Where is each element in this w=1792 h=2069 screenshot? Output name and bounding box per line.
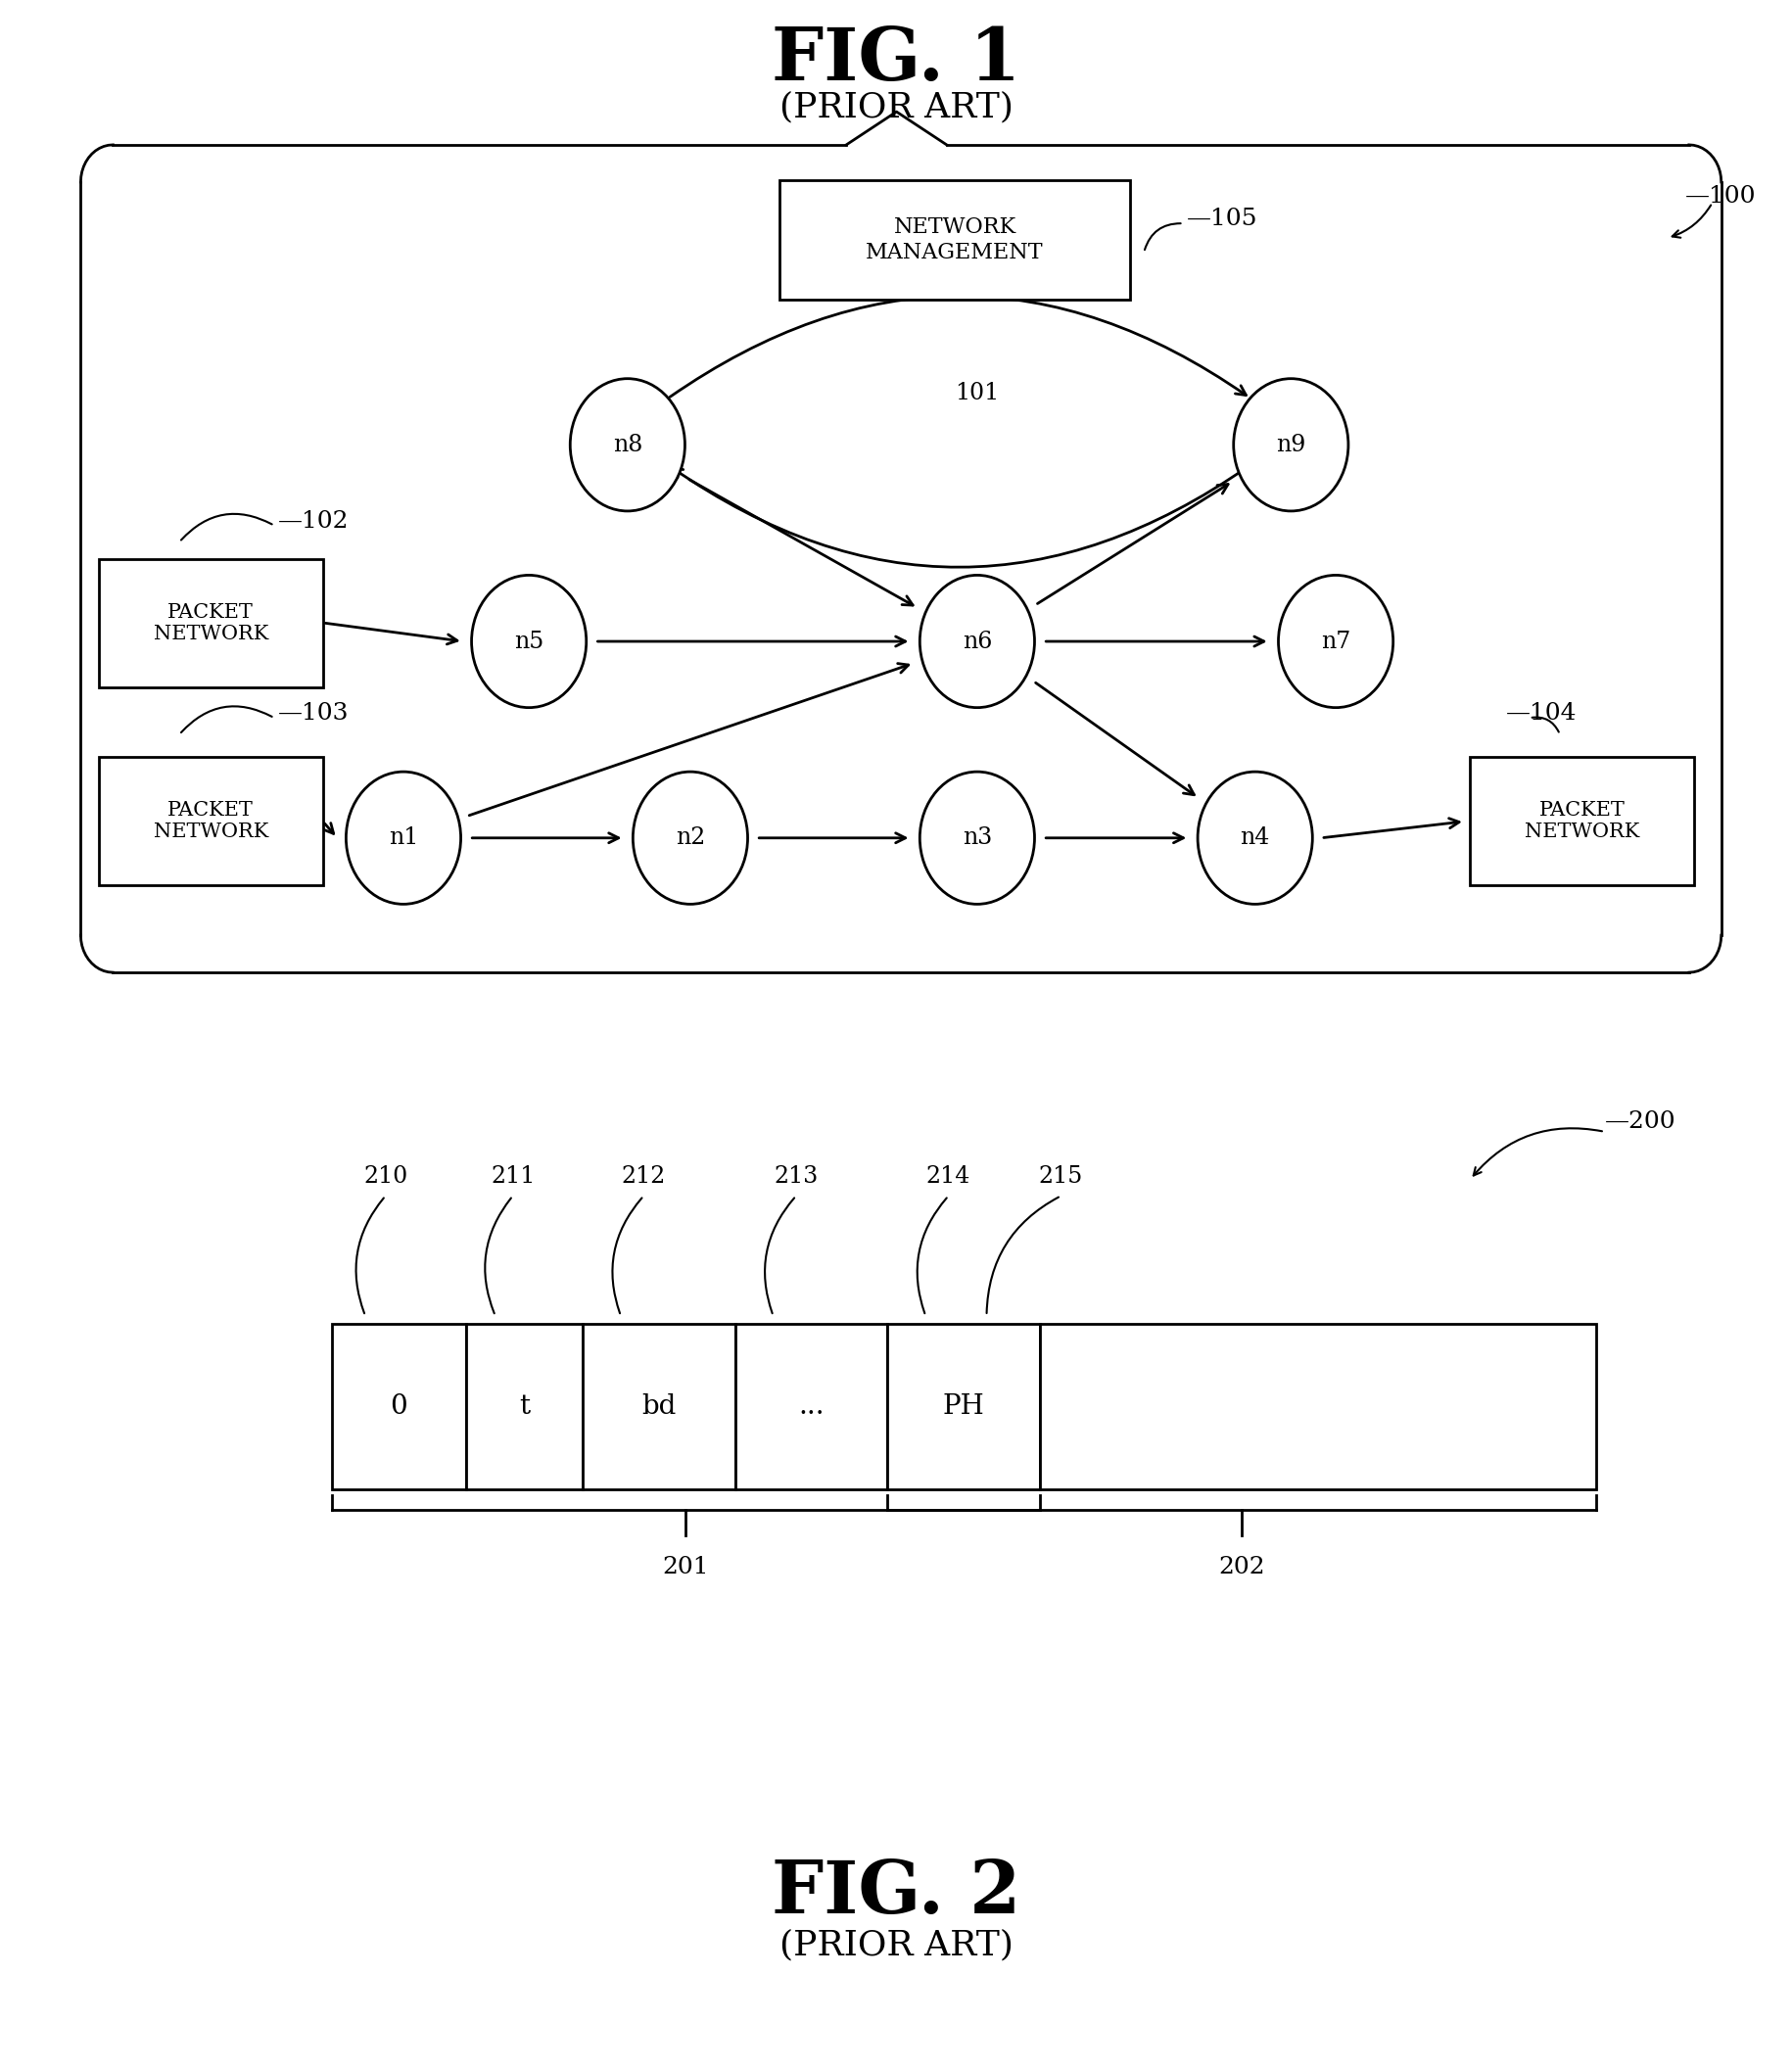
Text: 210: 210 <box>364 1165 407 1188</box>
Text: n7: n7 <box>1321 631 1349 652</box>
Text: n3: n3 <box>962 828 991 848</box>
Text: —100: —100 <box>1684 186 1756 207</box>
Text: —104: —104 <box>1505 703 1577 724</box>
Text: n1: n1 <box>389 828 418 848</box>
Bar <box>466 1324 582 1490</box>
Bar <box>1469 757 1693 886</box>
Circle shape <box>570 379 685 511</box>
Text: 214: 214 <box>926 1165 969 1188</box>
Bar <box>780 180 1129 300</box>
Text: 212: 212 <box>622 1165 665 1188</box>
Text: —102: —102 <box>278 511 349 532</box>
Circle shape <box>633 772 747 904</box>
Text: n5: n5 <box>514 631 543 652</box>
Bar <box>99 559 323 687</box>
Text: n6: n6 <box>962 631 991 652</box>
Text: —105: —105 <box>1186 209 1258 230</box>
Text: n8: n8 <box>613 434 642 455</box>
Text: FIG. 2: FIG. 2 <box>772 1858 1020 1928</box>
Text: —200: —200 <box>1604 1111 1676 1132</box>
Bar <box>887 1324 1039 1490</box>
Text: PH: PH <box>943 1395 984 1419</box>
Text: —103: —103 <box>278 703 349 724</box>
Text: 201: 201 <box>663 1556 708 1579</box>
Bar <box>582 1324 735 1490</box>
Text: NETWORK
MANAGEMENT: NETWORK MANAGEMENT <box>866 217 1043 263</box>
Text: PACKET
NETWORK: PACKET NETWORK <box>152 602 269 643</box>
Circle shape <box>1278 575 1392 708</box>
Circle shape <box>919 772 1034 904</box>
FancyArrowPatch shape <box>672 466 1247 567</box>
Circle shape <box>1197 772 1312 904</box>
Text: (PRIOR ART): (PRIOR ART) <box>780 1928 1012 1961</box>
Text: 101: 101 <box>955 383 998 403</box>
Circle shape <box>346 772 461 904</box>
Text: FIG. 1: FIG. 1 <box>772 25 1020 95</box>
Circle shape <box>919 575 1034 708</box>
FancyArrowPatch shape <box>670 296 1245 397</box>
Bar <box>735 1324 887 1490</box>
Bar <box>99 757 323 886</box>
Text: ...: ... <box>797 1395 824 1419</box>
Text: t: t <box>518 1395 530 1419</box>
Text: 202: 202 <box>1217 1556 1265 1579</box>
Bar <box>332 1324 466 1490</box>
Text: n2: n2 <box>676 828 704 848</box>
Text: bd: bd <box>642 1395 676 1419</box>
Text: PACKET
NETWORK: PACKET NETWORK <box>152 801 269 842</box>
Circle shape <box>1233 379 1348 511</box>
Text: (PRIOR ART): (PRIOR ART) <box>780 91 1012 124</box>
Text: n4: n4 <box>1240 828 1269 848</box>
Text: n9: n9 <box>1276 434 1305 455</box>
Text: 211: 211 <box>491 1165 534 1188</box>
Bar <box>1039 1324 1595 1490</box>
Circle shape <box>471 575 586 708</box>
Text: PACKET
NETWORK: PACKET NETWORK <box>1523 801 1640 842</box>
Text: 213: 213 <box>774 1165 817 1188</box>
Text: 0: 0 <box>391 1395 407 1419</box>
Text: 215: 215 <box>1038 1165 1082 1188</box>
